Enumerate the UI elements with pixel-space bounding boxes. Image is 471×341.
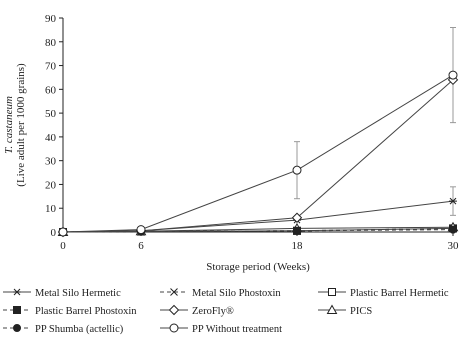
ticks: 0 10 20 30 40 50 60 70 80 90 0 6 18 30 xyxy=(45,13,459,252)
y-tick-label: 60 xyxy=(45,84,57,96)
series-line-pp-shumba-actellic xyxy=(62,229,454,233)
legend-item-metal-silo-phostoxin: Metal Silo Phostoxin xyxy=(160,288,281,299)
legend-item-plastic-barrel-hermetic: Plastic Barrel Hermetic xyxy=(318,288,449,299)
legend-label-metal-silo-phostoxin: Metal Silo Phostoxin xyxy=(192,288,281,299)
legend-label-pp-without-treatment: PP Without treatment xyxy=(192,324,282,335)
legend-item-pp-shumba-actellic: PP Shumba (actellic) xyxy=(3,324,124,335)
legend-marker-plastic-barrel-hermetic xyxy=(328,288,336,296)
legend-marker-metal-silo-phostoxin xyxy=(170,288,178,296)
error-bars xyxy=(294,27,456,216)
y-axis-label-species: T. castaneum xyxy=(3,96,15,154)
y-tick-label: 10 xyxy=(45,203,57,215)
legend-marker-metal-silo-hermetic xyxy=(13,288,21,296)
legend-label-metal-silo-hermetic: Metal Silo Hermetic xyxy=(35,288,121,299)
series-lines xyxy=(62,74,454,233)
y-tick-label: 90 xyxy=(45,13,57,25)
series-points xyxy=(57,70,459,238)
x-tick-label: 18 xyxy=(292,240,304,252)
y-axis-label-unit: (Live adult per 1000 grains) xyxy=(15,63,27,187)
legend-marker-pp-shumba-actellic xyxy=(13,324,21,332)
legend-item-zerofly: ZeroFly® xyxy=(160,304,234,317)
legend-marker-pp-without-treatment xyxy=(169,323,179,333)
series-line-pics xyxy=(62,226,454,233)
legend-marker-plastic-barrel-phostoxin xyxy=(13,306,21,314)
data-point-pp-without-treatment xyxy=(448,70,458,80)
x-axis-label: Storage period (Weeks) xyxy=(206,261,310,273)
series-line-pp-without-treatment xyxy=(62,74,454,233)
y-tick-label: 20 xyxy=(45,179,57,191)
legend-label-pp-shumba-actellic: PP Shumba (actellic) xyxy=(35,324,124,335)
y-tick-label: 30 xyxy=(45,156,57,168)
legend-item-pics: PICS xyxy=(318,304,372,317)
legend-label-plastic-barrel-phostoxin: Plastic Barrel Phostoxin xyxy=(35,306,137,317)
x-tick-label: 30 xyxy=(448,240,460,252)
legend: Metal Silo Hermetic Metal Silo Phostoxin P… xyxy=(3,288,449,335)
data-point-zerofly xyxy=(291,212,303,223)
legend-marker-pics xyxy=(326,304,338,314)
x-tick-label: 0 xyxy=(60,240,66,252)
y-tick-label: 70 xyxy=(45,61,57,73)
legend-label-plastic-barrel-hermetic: Plastic Barrel Hermetic xyxy=(350,288,449,299)
legend-label-pics: PICS xyxy=(350,306,372,317)
y-tick-label: 0 xyxy=(51,227,57,239)
data-point-pp-shumba-actellic xyxy=(293,226,301,235)
data-point-metal-silo-hermetic xyxy=(449,197,457,205)
legend-label-zerofly: ZeroFly® xyxy=(192,306,234,317)
data-point-pp-without-treatment xyxy=(292,165,302,175)
y-tick-label: 40 xyxy=(45,132,57,144)
series-line-zerofly xyxy=(62,79,454,233)
legend-item-pp-without-treatment: PP Without treatment xyxy=(160,323,282,335)
x-tick-label: 6 xyxy=(138,240,144,252)
legend-item-metal-silo-hermetic: Metal Silo Hermetic xyxy=(3,288,121,299)
y-tick-label: 50 xyxy=(45,108,57,120)
y-tick-label: 80 xyxy=(45,37,57,49)
legend-marker-zerofly xyxy=(168,304,180,316)
data-point-pp-without-treatment xyxy=(58,227,68,237)
axes xyxy=(62,18,453,233)
data-point-pp-without-treatment xyxy=(136,225,146,235)
data-point-pp-shumba-actellic xyxy=(449,225,457,234)
legend-item-plastic-barrel-phostoxin: Plastic Barrel Phostoxin xyxy=(3,306,137,317)
